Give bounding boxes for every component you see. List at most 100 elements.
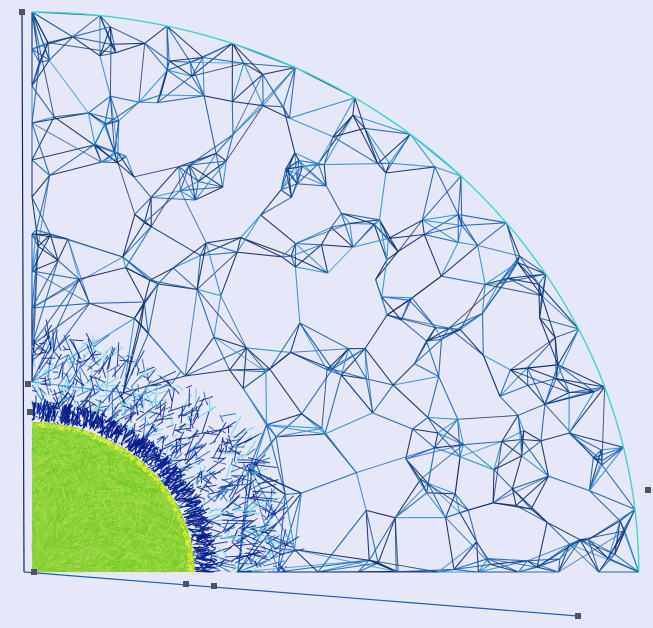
mesh-edge: [200, 251, 238, 257]
mesh-edge: [116, 565, 118, 567]
mesh-edge: [296, 160, 300, 184]
mesh-edge: [501, 415, 519, 442]
mesh-edge: [162, 490, 168, 494]
mesh-edge: [173, 504, 178, 507]
mesh-edge: [89, 433, 101, 448]
mesh-edge: [440, 242, 459, 277]
mesh-edge: [148, 522, 152, 533]
mesh-edge: [78, 532, 88, 539]
mesh-edge: [222, 513, 240, 519]
mesh-edge: [165, 482, 168, 485]
mesh-edge: [90, 479, 92, 483]
mesh-edge: [32, 351, 47, 357]
mesh-edge: [125, 267, 145, 303]
mesh-edge: [117, 505, 123, 508]
mesh-edge: [180, 568, 185, 573]
mesh-edge: [252, 493, 256, 503]
mesh-edge: [49, 388, 53, 393]
mesh-edge: [162, 522, 173, 534]
mesh-edge: [71, 561, 79, 565]
mesh-edge: [102, 562, 110, 568]
mesh-edge: [89, 524, 91, 531]
mesh-edge: [607, 530, 626, 559]
mesh-edge: [95, 415, 102, 429]
mesh-edge: [244, 502, 259, 518]
mesh-edge: [194, 506, 201, 511]
mesh-edge: [156, 435, 166, 444]
bottom-boundary-edge: [23, 571, 579, 617]
mesh-edge: [147, 571, 151, 573]
mesh-edge: [183, 505, 197, 513]
mesh-edge: [240, 537, 246, 540]
mesh-edge: [116, 488, 125, 492]
mesh-edge: [71, 410, 74, 419]
mesh-edge: [116, 155, 127, 164]
mesh-edge: [282, 106, 296, 154]
mesh-edge: [66, 502, 71, 511]
mesh-edge: [80, 423, 87, 427]
mesh-edge: [58, 424, 62, 430]
mesh-edge: [70, 539, 78, 545]
mesh-edge: [32, 544, 36, 547]
mesh-edge: [257, 561, 260, 567]
mesh-edge: [426, 492, 447, 518]
mesh-node[interactable]: [25, 381, 31, 387]
mesh-edge: [163, 486, 168, 490]
mesh-edge: [183, 554, 188, 569]
mesh-edge: [206, 401, 209, 406]
outer-arc-edge: [564, 304, 574, 319]
mesh-edge: [81, 342, 94, 362]
mesh-node[interactable]: [575, 613, 581, 619]
mesh-node[interactable]: [31, 569, 37, 575]
mesh-edge: [130, 472, 140, 481]
mesh-edge: [186, 384, 193, 389]
mesh-edge: [427, 483, 447, 518]
mesh-edge: [131, 359, 137, 365]
mesh-edge: [169, 60, 191, 63]
mesh-edge: [140, 301, 145, 325]
mesh-edge: [133, 166, 179, 178]
mesh-edge: [510, 337, 556, 371]
mesh-edge: [103, 507, 110, 511]
mesh-edge: [163, 553, 176, 565]
mesh-edge: [89, 494, 100, 497]
mesh-edge: [181, 486, 194, 499]
mesh-edge: [57, 238, 69, 261]
mesh-edge: [481, 284, 486, 314]
mesh-edge: [31, 11, 73, 38]
mesh-edge: [262, 74, 290, 119]
mesh-node[interactable]: [19, 9, 25, 15]
mesh-edge: [81, 506, 89, 512]
mesh-edge: [101, 479, 108, 491]
mesh-edge: [167, 495, 171, 499]
mesh-edge: [138, 422, 150, 432]
mesh-edge: [422, 219, 462, 226]
mesh-node[interactable]: [183, 581, 189, 587]
mesh-node[interactable]: [645, 487, 651, 493]
mesh-edge: [189, 442, 207, 461]
mesh-edge: [63, 490, 71, 494]
mesh-edge: [94, 376, 106, 384]
mesh-edge: [39, 533, 42, 541]
mesh-node[interactable]: [27, 409, 33, 415]
mesh-edge: [105, 556, 113, 559]
mesh-edge: [87, 338, 96, 361]
mesh-edge: [546, 521, 581, 541]
mesh-edge: [173, 539, 184, 556]
mesh-edge: [279, 548, 305, 556]
mesh-edge: [230, 464, 249, 473]
mesh-edge: [67, 523, 74, 525]
mesh-edge: [190, 484, 194, 487]
mesh-edge: [31, 246, 39, 346]
mesh-node[interactable]: [211, 583, 217, 589]
mesh-edge: [51, 469, 60, 479]
mesh-edge: [63, 353, 69, 365]
mesh-edge: [268, 537, 276, 550]
mesh-edge: [158, 449, 163, 452]
mesh-edge: [38, 406, 46, 416]
mesh-edge: [31, 175, 51, 198]
mesh-edge: [103, 441, 106, 443]
mesh-edge: [56, 567, 59, 570]
